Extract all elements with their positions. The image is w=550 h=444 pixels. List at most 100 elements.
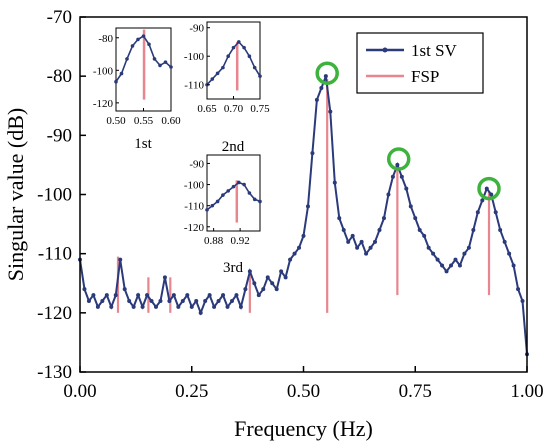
inset-label: 1st <box>134 136 152 152</box>
sv-point <box>288 257 293 262</box>
sv-point <box>82 287 87 292</box>
inset-label: 3rd <box>223 260 243 276</box>
sv-point <box>149 299 154 303</box>
y-tick-label: -70 <box>47 7 72 28</box>
inset-sv-point <box>252 197 257 202</box>
sv-point <box>404 186 409 191</box>
sv-point <box>203 299 208 303</box>
sv-point <box>198 310 203 315</box>
inset-sv-point <box>221 65 225 70</box>
sv-point <box>189 304 194 309</box>
sv-point <box>167 299 172 303</box>
sv-point <box>377 228 382 232</box>
sv-point <box>243 287 248 292</box>
sv-point <box>480 198 485 203</box>
inset-y-tick-label: -80 <box>98 33 113 45</box>
inset-sv-point <box>226 189 230 193</box>
sv-point <box>507 251 512 256</box>
sv-point <box>381 216 386 221</box>
sv-point <box>265 275 270 280</box>
inset-y-tick-label: -110 <box>184 80 204 92</box>
inset-sv-point <box>258 74 262 78</box>
sv-point <box>207 293 212 298</box>
sv-point <box>471 228 476 232</box>
sv-point <box>100 299 105 303</box>
sv-point <box>319 86 324 90</box>
y-tick-label: -110 <box>38 244 72 265</box>
inset-1st: 0.50 0.55 0.60 -80 -100 -120 1st <box>93 27 181 152</box>
sv-point <box>153 304 158 309</box>
y-tick-label: -100 <box>37 185 72 206</box>
sv-point <box>399 174 404 179</box>
sv-point <box>270 281 275 286</box>
sv-point <box>158 299 163 303</box>
sv-point <box>417 228 422 232</box>
inset-sv-point <box>210 77 215 81</box>
sv-point <box>328 109 333 114</box>
sv-point <box>350 233 355 238</box>
sv-point <box>91 293 96 298</box>
sv-point <box>466 245 471 250</box>
sv-point <box>502 239 507 244</box>
sv-point <box>364 251 369 256</box>
legend: 1st SV FSP <box>356 32 484 94</box>
sv-point <box>520 299 525 303</box>
sv-point <box>449 263 454 268</box>
inset-sv-point <box>119 71 124 76</box>
x-tick-label: 0.25 <box>175 381 208 402</box>
inset-sv-point <box>242 182 246 187</box>
inset-sv-point <box>221 193 225 197</box>
inset-sv-point <box>169 65 173 69</box>
sv-point <box>368 245 373 250</box>
inset-x-tick-label: 0.65 <box>197 103 217 115</box>
x-axis-label: Frequency (Hz) <box>234 416 373 441</box>
sv-point <box>516 287 521 292</box>
sv-point <box>113 293 118 298</box>
inset-sv-point <box>158 63 162 68</box>
sv-point <box>408 204 413 209</box>
sv-point <box>489 192 494 197</box>
inset-x-tick-label: 0.55 <box>134 115 154 127</box>
inset-y-tick-label: -120 <box>93 98 114 110</box>
sv-point <box>475 210 480 215</box>
inset-sv-point <box>247 191 252 195</box>
inset-x-tick-label: 0.50 <box>106 115 126 127</box>
sv-point <box>301 233 306 238</box>
sv-point <box>511 263 516 268</box>
inset-sv-point <box>252 65 257 70</box>
inset-sv-point <box>215 71 220 76</box>
sv-point <box>252 281 257 286</box>
inset-sv-point <box>237 180 241 185</box>
sv-point <box>261 287 266 292</box>
sv-point <box>283 275 288 280</box>
sv-point <box>444 269 449 274</box>
sv-point <box>256 293 261 298</box>
sv-point <box>145 293 150 298</box>
sv-point <box>274 287 279 292</box>
inset-sv-point <box>226 54 230 59</box>
inset-x-tick-label: 0.75 <box>250 103 270 115</box>
inset-sv-point <box>231 184 236 189</box>
sv-point <box>395 162 400 167</box>
legend-label-fsp: FSP <box>411 67 439 86</box>
inset-y-tick-label: -100 <box>184 51 205 63</box>
inset-sv-point <box>136 37 140 42</box>
sv-point <box>435 257 440 262</box>
sv-point <box>238 304 243 309</box>
sv-point <box>292 251 297 256</box>
sv-point <box>498 228 503 232</box>
sv-point <box>194 299 199 303</box>
sv-point <box>462 251 467 256</box>
sv-point <box>234 293 239 298</box>
inset-sv-point <box>247 54 252 59</box>
legend-box <box>356 32 484 94</box>
inset-y-tick-label: -100 <box>93 65 114 77</box>
inset-plots: 0.50 0.55 0.60 -80 -100 -120 1st 0.65 0.70 0.75 -9… <box>93 21 270 276</box>
sv-point <box>221 293 226 298</box>
sv-point <box>122 287 127 292</box>
sv-point <box>225 304 230 309</box>
sv-point <box>229 299 234 303</box>
sv-point <box>212 304 217 309</box>
y-tick-label: -120 <box>37 303 72 324</box>
